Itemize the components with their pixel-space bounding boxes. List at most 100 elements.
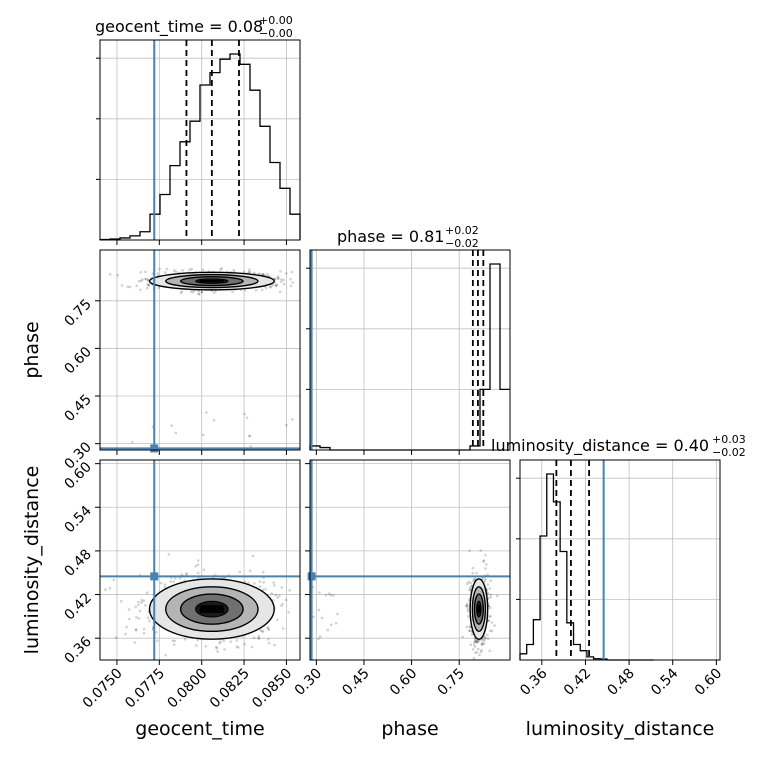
sample-point	[205, 411, 208, 414]
sample-point	[486, 637, 490, 640]
sample-point	[133, 641, 137, 644]
sample-point	[216, 650, 219, 653]
sample-point	[269, 285, 272, 289]
sample-point	[159, 581, 163, 585]
sample-point	[279, 270, 282, 273]
sample-point	[185, 572, 188, 575]
sample-point	[487, 619, 491, 623]
sample-point	[155, 631, 158, 634]
sample-point	[482, 560, 486, 563]
joint-phase-vs-luminosity-distance-xtick-label-2: 0.60	[387, 666, 420, 699]
sample-point	[475, 651, 479, 654]
sample-point	[165, 267, 169, 271]
sample-point	[327, 592, 331, 595]
sample-point	[172, 580, 175, 584]
sample-point	[468, 588, 472, 591]
sample-point	[475, 571, 478, 575]
sample-point	[481, 641, 484, 645]
sample-point	[280, 604, 283, 607]
sample-point	[489, 596, 493, 599]
joint-geocent-time-vs-phase-frame	[99, 249, 301, 451]
sample-point	[468, 625, 472, 629]
sample-point	[479, 650, 483, 654]
sample-point	[486, 573, 490, 576]
sample-point	[317, 637, 320, 641]
sample-point	[288, 589, 291, 592]
sample-point	[480, 648, 484, 652]
sample-point	[468, 629, 471, 632]
sample-point	[145, 591, 149, 594]
sample-point	[482, 642, 486, 645]
sample-point	[248, 268, 251, 271]
sample-point	[169, 580, 172, 583]
sample-point	[277, 277, 280, 281]
sample-point	[218, 641, 221, 645]
sample-point	[144, 604, 147, 607]
title-phase-minus: −0.02	[445, 237, 479, 250]
sample-point	[163, 585, 167, 589]
sample-point	[261, 588, 265, 592]
sample-point	[275, 283, 279, 287]
sample-point	[282, 278, 286, 282]
sample-point	[473, 645, 477, 648]
sample-point	[257, 634, 261, 638]
sample-point	[181, 269, 184, 272]
sample-point	[489, 606, 492, 610]
sample-point	[128, 617, 131, 621]
sample-point	[312, 615, 315, 619]
sample-point	[280, 280, 283, 284]
sample-point	[489, 593, 493, 596]
hist-luminosity-distance-frame	[519, 459, 721, 661]
hist-phase-frame	[309, 249, 511, 451]
hist-luminosity-distance-xtick-label-4: 0.60	[692, 666, 725, 699]
sample-point	[487, 604, 491, 608]
sample-point	[471, 566, 475, 570]
joint-geocent-time-vs-phase-peak-block	[199, 279, 225, 283]
joint-geocent-time-vs-luminosity-distance-xtick-label-4: 0.0850	[249, 666, 295, 712]
sample-point	[248, 569, 252, 572]
sample-point	[231, 290, 234, 294]
sample-point	[134, 605, 137, 609]
sample-point	[272, 581, 276, 584]
sample-point	[197, 292, 201, 296]
title-phase: phase = 0.81	[337, 227, 444, 246]
sample-point	[174, 431, 178, 435]
sample-point	[251, 554, 255, 558]
hist-luminosity-distance-xtick-label-1: 0.42	[561, 666, 594, 699]
sample-point	[485, 563, 488, 566]
sample-point	[127, 608, 131, 611]
sample-point	[290, 270, 294, 274]
joint-geocent-time-vs-luminosity-distance-peak-block	[199, 605, 225, 614]
sample-point	[475, 640, 479, 644]
sample-point	[466, 605, 469, 608]
joint-geocent-time-vs-luminosity-distance-ytick-label-3: 0.54	[61, 503, 94, 536]
sample-point	[167, 553, 171, 556]
ylabel-phase: phase	[21, 321, 43, 378]
sample-point	[254, 288, 258, 292]
sample-point	[489, 629, 492, 632]
sample-point	[267, 642, 271, 645]
sample-point	[469, 643, 473, 647]
sample-point	[212, 418, 216, 422]
sample-point	[248, 434, 251, 438]
sample-point	[139, 288, 142, 292]
sample-point	[481, 638, 484, 642]
xlabel-luminosity-distance: luminosity_distance	[526, 718, 715, 740]
hist-geocent-time-steps	[99, 53, 301, 241]
sample-point	[195, 644, 198, 647]
sample-point	[484, 577, 487, 580]
sample-point	[480, 643, 484, 646]
hist-geocent-time-frame	[99, 39, 301, 241]
sample-point	[247, 581, 250, 585]
joint-phase-vs-luminosity-distance-xtick-label-0: 0.30	[292, 666, 325, 699]
sample-point	[474, 640, 478, 644]
sample-point	[466, 607, 470, 611]
hist-luminosity-distance-xtick-label-3: 0.54	[648, 665, 681, 698]
sample-point	[318, 635, 322, 638]
sample-point	[212, 291, 216, 294]
sample-point	[189, 290, 193, 293]
sample-point	[266, 627, 270, 630]
sample-point	[201, 268, 205, 272]
sample-point	[495, 594, 499, 598]
sample-point	[281, 602, 284, 606]
